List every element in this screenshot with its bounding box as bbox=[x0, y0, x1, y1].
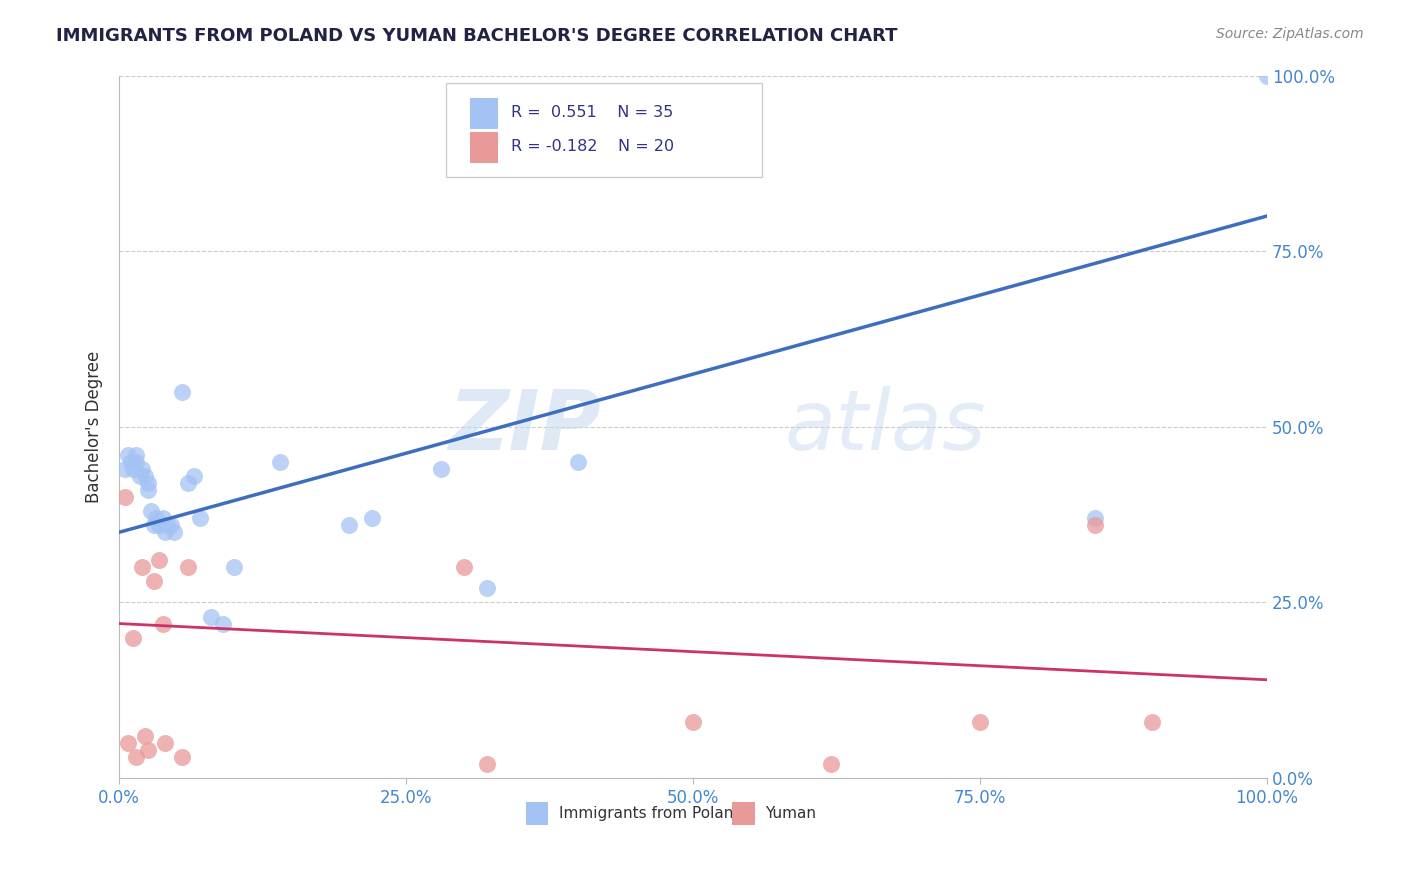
Point bbox=[141, 504, 163, 518]
Text: atlas: atlas bbox=[785, 386, 987, 467]
Point bbox=[567, 455, 589, 469]
Text: Immigrants from Poland: Immigrants from Poland bbox=[558, 805, 742, 821]
Text: ZIP: ZIP bbox=[449, 386, 602, 467]
Point bbox=[142, 518, 165, 533]
Point bbox=[820, 757, 842, 772]
Point bbox=[136, 476, 159, 491]
Point bbox=[172, 750, 194, 764]
Point bbox=[1256, 69, 1278, 83]
Point bbox=[188, 511, 211, 525]
Point bbox=[682, 714, 704, 729]
Point bbox=[114, 490, 136, 504]
Point bbox=[142, 574, 165, 589]
Text: R = -0.182    N = 20: R = -0.182 N = 20 bbox=[510, 139, 673, 154]
Point bbox=[172, 384, 194, 399]
Point bbox=[134, 469, 156, 483]
Point bbox=[136, 483, 159, 497]
Text: IMMIGRANTS FROM POLAND VS YUMAN BACHELOR'S DEGREE CORRELATION CHART: IMMIGRANTS FROM POLAND VS YUMAN BACHELOR… bbox=[56, 27, 898, 45]
Point bbox=[153, 525, 176, 540]
Point bbox=[475, 757, 498, 772]
Point bbox=[148, 518, 170, 533]
FancyBboxPatch shape bbox=[471, 132, 498, 162]
Point bbox=[969, 714, 991, 729]
Point bbox=[122, 631, 145, 645]
Point bbox=[156, 518, 179, 533]
Point bbox=[134, 729, 156, 743]
Point bbox=[117, 448, 139, 462]
Point bbox=[131, 462, 153, 476]
Point bbox=[222, 560, 245, 574]
Text: Source: ZipAtlas.com: Source: ZipAtlas.com bbox=[1216, 27, 1364, 41]
Point bbox=[1084, 511, 1107, 525]
Point bbox=[148, 553, 170, 567]
Point bbox=[453, 560, 475, 574]
Text: R =  0.551    N = 35: R = 0.551 N = 35 bbox=[510, 105, 673, 120]
Point bbox=[117, 736, 139, 750]
Point bbox=[152, 616, 174, 631]
Point bbox=[136, 743, 159, 757]
Text: Yuman: Yuman bbox=[765, 805, 817, 821]
Point bbox=[211, 616, 233, 631]
Point bbox=[152, 511, 174, 525]
Point bbox=[475, 582, 498, 596]
Point bbox=[122, 462, 145, 476]
FancyBboxPatch shape bbox=[526, 802, 548, 824]
Point bbox=[125, 448, 148, 462]
Point bbox=[360, 511, 382, 525]
Point bbox=[145, 511, 167, 525]
Point bbox=[163, 525, 186, 540]
Point bbox=[269, 455, 291, 469]
Y-axis label: Bachelor's Degree: Bachelor's Degree bbox=[86, 351, 103, 503]
Point bbox=[177, 476, 200, 491]
Point bbox=[131, 560, 153, 574]
Point bbox=[125, 750, 148, 764]
Point bbox=[125, 455, 148, 469]
Point bbox=[429, 462, 451, 476]
Point bbox=[129, 469, 152, 483]
FancyBboxPatch shape bbox=[471, 98, 498, 129]
Point bbox=[1140, 714, 1163, 729]
Point bbox=[337, 518, 360, 533]
Point bbox=[160, 518, 183, 533]
Point bbox=[120, 455, 142, 469]
Point bbox=[183, 469, 205, 483]
Point bbox=[1084, 518, 1107, 533]
FancyBboxPatch shape bbox=[446, 83, 762, 178]
Point bbox=[177, 560, 200, 574]
FancyBboxPatch shape bbox=[733, 802, 755, 824]
Point bbox=[153, 736, 176, 750]
Point bbox=[114, 462, 136, 476]
Point bbox=[200, 609, 222, 624]
